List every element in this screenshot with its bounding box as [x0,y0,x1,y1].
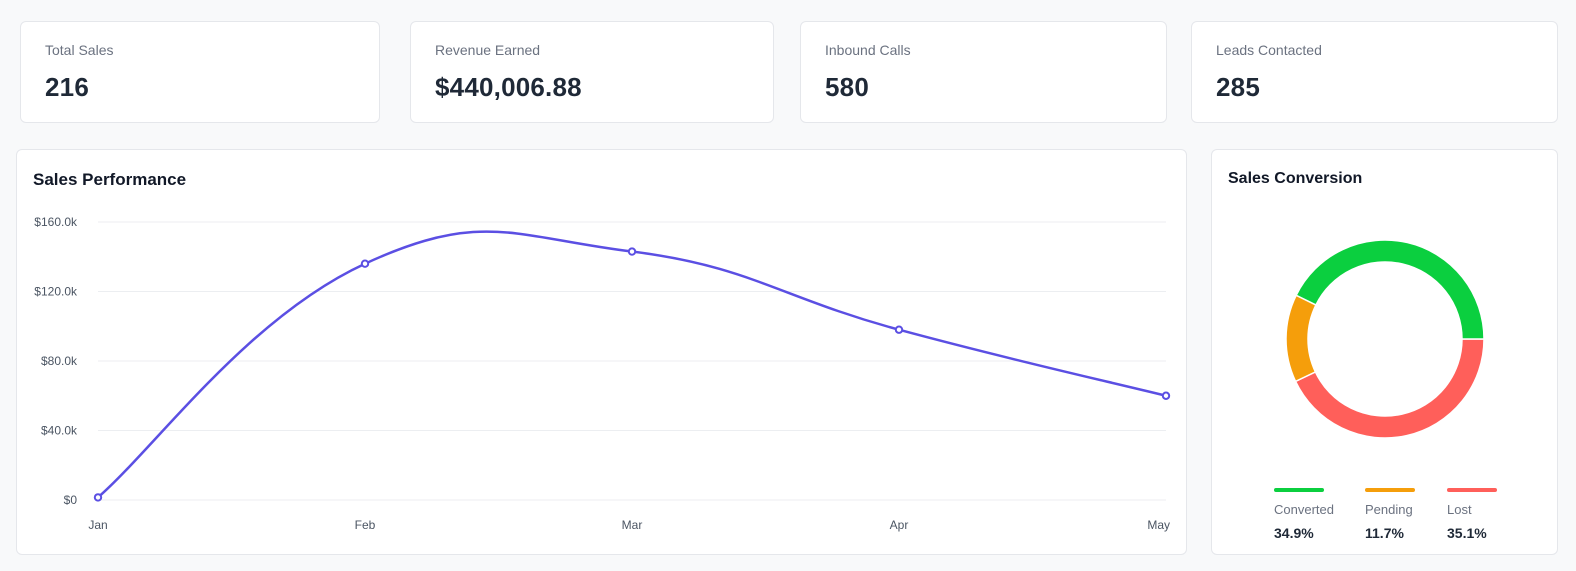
data-point[interactable] [360,259,370,268]
legend-color-bar [1447,488,1497,492]
stat-card-inbound-calls: Inbound Calls 580 [800,21,1167,123]
legend-value: 11.7% [1365,525,1404,541]
y-tick-label: $160.0k [34,215,78,229]
donut-slice-pending[interactable] [1285,294,1317,383]
legend-item-converted: Converted 34.9% [1274,488,1344,541]
stat-value: 216 [45,72,89,102]
legend-label: Converted [1274,502,1334,517]
sales-conversion-donut [1285,239,1485,439]
panel-title: Sales Conversion [1228,170,1363,187]
stat-label: Leads Contacted [1216,42,1322,58]
legend-value: 34.9% [1274,525,1314,541]
x-tick-label: May [1147,518,1170,532]
data-point[interactable] [894,325,904,334]
stat-card-revenue-earned: Revenue Earned $440,006.88 [410,21,774,123]
x-tick-label: Jan [88,518,107,532]
legend-label: Pending [1365,502,1413,517]
stat-value: $440,006.88 [435,72,582,102]
data-point[interactable] [627,247,637,256]
legend-item-lost: Lost 35.1% [1447,488,1517,541]
sales-performance-chart: $0 $40.0k $80.0k $120.0k $160.0k Jan Feb Mar Ap… [34,215,1171,532]
legend-label: Lost [1447,502,1472,517]
data-point[interactable] [1161,391,1171,400]
legend-color-bar [1365,488,1415,492]
stat-card-total-sales: Total Sales 216 [20,21,380,123]
legend-item-pending: Pending 11.7% [1365,488,1435,541]
stat-card-leads-contacted: Leads Contacted 285 [1191,21,1558,123]
y-tick-label: $0 [64,493,78,507]
sales-performance-panel: Sales Performance $0 $40.0k $80.0k $120.0k $… [16,149,1187,555]
x-tick-label: Mar [622,518,643,532]
x-tick-label: Feb [355,518,376,532]
donut-slice-converted[interactable] [1295,239,1485,340]
y-tick-label: $40.0k [41,424,78,438]
panel-title: Sales Performance [33,170,187,189]
legend-color-bar [1274,488,1324,492]
stat-value: 285 [1216,72,1260,102]
sales-conversion-panel: Sales Conversion Converted 34.9% Pending… [1211,149,1558,555]
data-point[interactable] [93,493,103,502]
stat-label: Inbound Calls [825,42,911,58]
donut-slice-lost[interactable] [1294,338,1485,439]
legend-value: 35.1% [1447,525,1487,541]
y-tick-label: $80.0k [41,354,78,368]
chart-series-line [97,230,1167,499]
stat-label: Revenue Earned [435,42,541,58]
stat-value: 580 [825,72,869,102]
stat-label: Total Sales [45,42,114,58]
y-tick-label: $120.0k [34,285,78,299]
x-tick-label: Apr [890,518,909,532]
